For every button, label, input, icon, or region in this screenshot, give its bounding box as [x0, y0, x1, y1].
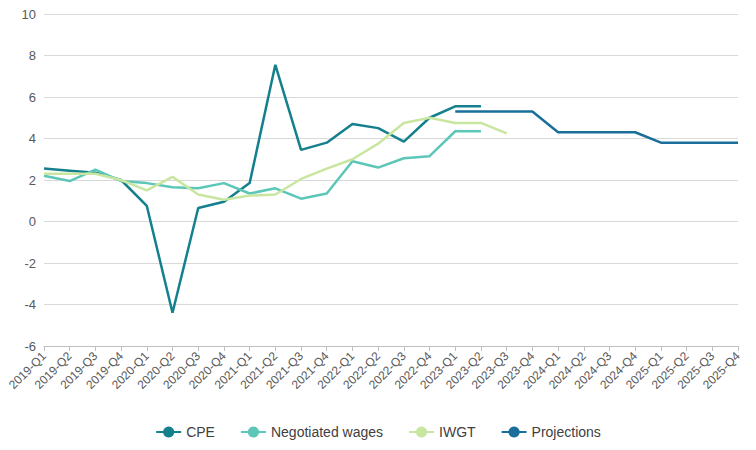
- svg-text:2025-Q3: 2025-Q3: [674, 349, 718, 392]
- svg-text:2023-Q2: 2023-Q2: [443, 349, 486, 392]
- svg-text:0: 0: [29, 214, 36, 229]
- svg-text:2019-Q2: 2019-Q2: [31, 349, 75, 392]
- svg-text:10: 10: [22, 7, 36, 22]
- svg-text:2020-Q2: 2020-Q2: [134, 349, 178, 392]
- svg-text:2: 2: [29, 173, 36, 188]
- svg-text:2020-Q4: 2020-Q4: [186, 349, 229, 392]
- svg-text:2019-Q4: 2019-Q4: [83, 349, 127, 392]
- svg-text:2021-Q1: 2021-Q1: [211, 349, 255, 392]
- svg-text:2021-Q2: 2021-Q2: [237, 349, 281, 392]
- svg-text:2023-Q3: 2023-Q3: [468, 349, 512, 392]
- svg-text:-4: -4: [24, 297, 36, 312]
- svg-text:2019-Q1: 2019-Q1: [6, 349, 49, 392]
- svg-text:2025-Q2: 2025-Q2: [648, 349, 692, 392]
- svg-text:8: 8: [29, 48, 36, 63]
- svg-text:IWGT: IWGT: [439, 424, 476, 440]
- svg-text:2022-Q1: 2022-Q1: [314, 349, 358, 392]
- svg-text:2021-Q4: 2021-Q4: [288, 349, 332, 392]
- svg-text:-6: -6: [24, 339, 36, 354]
- svg-text:2020-Q1: 2020-Q1: [108, 349, 152, 392]
- svg-text:Negotiated wages: Negotiated wages: [271, 424, 383, 440]
- svg-text:2022-Q3: 2022-Q3: [365, 349, 409, 392]
- svg-text:6: 6: [29, 90, 36, 105]
- svg-text:2022-Q4: 2022-Q4: [391, 349, 435, 392]
- svg-text:2024-Q2: 2024-Q2: [545, 349, 589, 392]
- svg-text:2020-Q3: 2020-Q3: [160, 349, 204, 392]
- svg-text:2025-Q4: 2025-Q4: [700, 349, 743, 392]
- svg-text:4: 4: [29, 131, 36, 146]
- svg-text:-2: -2: [24, 256, 36, 271]
- svg-text:2024-Q4: 2024-Q4: [597, 349, 641, 392]
- svg-text:2022-Q2: 2022-Q2: [340, 349, 384, 392]
- svg-text:2024-Q3: 2024-Q3: [571, 349, 615, 392]
- svg-text:2021-Q3: 2021-Q3: [263, 349, 306, 392]
- svg-text:2024-Q1: 2024-Q1: [520, 349, 563, 392]
- svg-text:2023-Q1: 2023-Q1: [417, 349, 461, 392]
- svg-text:2019-Q3: 2019-Q3: [57, 349, 101, 392]
- svg-text:2023-Q4: 2023-Q4: [494, 349, 538, 392]
- svg-text:2025-Q1: 2025-Q1: [623, 349, 666, 392]
- svg-text:Projections: Projections: [532, 424, 601, 440]
- svg-text:CPE: CPE: [186, 424, 215, 440]
